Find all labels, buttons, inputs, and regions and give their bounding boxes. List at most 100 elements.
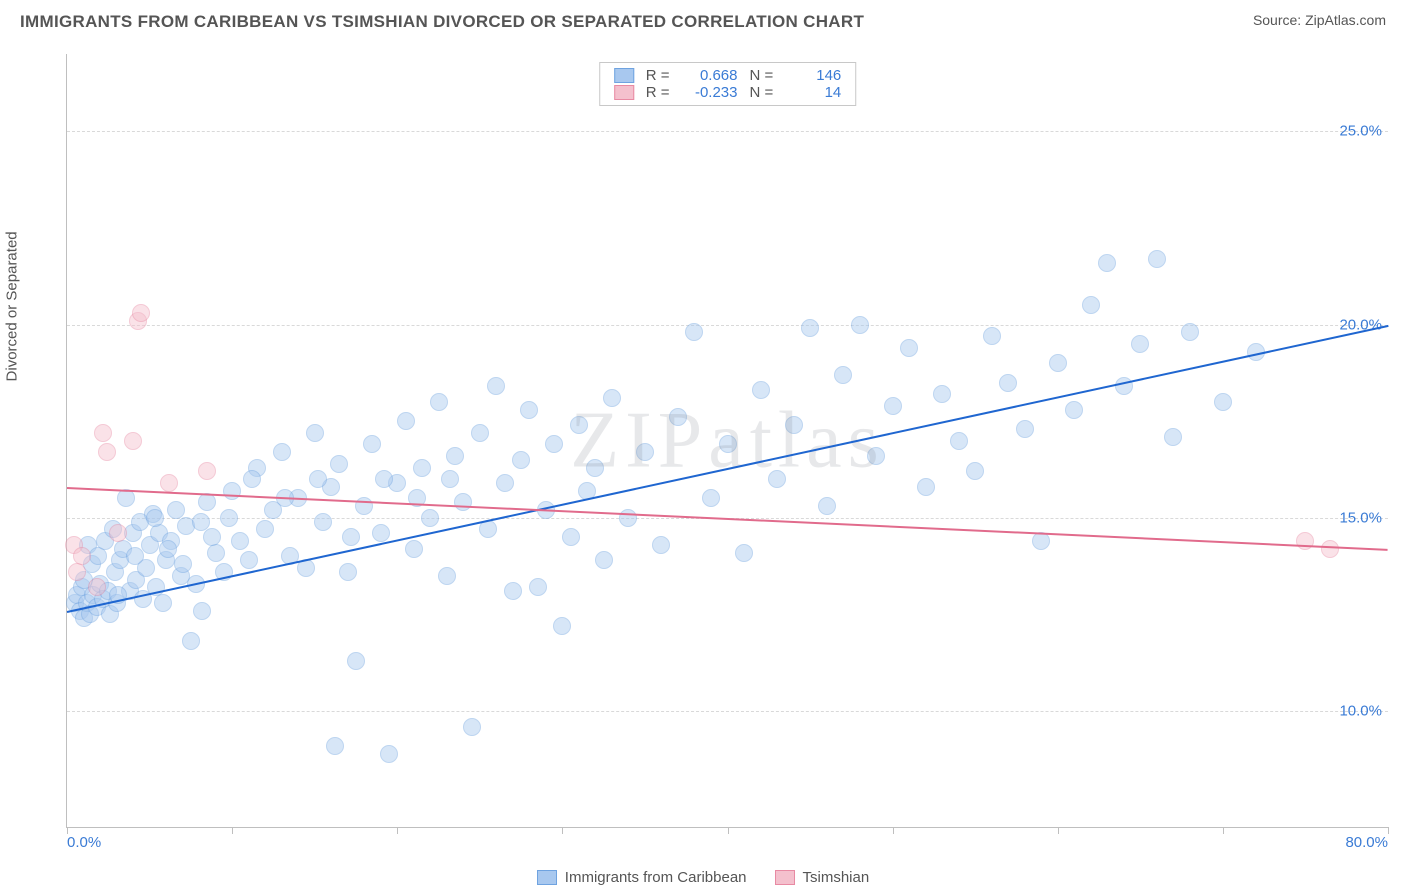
data-point [193,602,211,620]
x-tick-label: 0.0% [67,834,101,851]
data-point [752,381,770,399]
data-point [504,582,522,600]
x-tick [893,827,894,834]
data-point [198,493,216,511]
data-point [719,435,737,453]
data-point [619,509,637,527]
data-point [463,718,481,736]
x-tick [67,827,68,834]
data-point [496,474,514,492]
data-point [326,737,344,755]
data-point [1214,393,1232,411]
legend-r-label: R = [646,67,670,84]
data-point [441,470,459,488]
legend-swatch [614,68,634,83]
legend-label: Immigrants from Caribbean [565,869,747,886]
data-point [1065,401,1083,419]
legend-n-value: 14 [787,84,841,101]
data-point [430,393,448,411]
y-axis-label: Divorced or Separated [4,231,21,381]
data-point [570,416,588,434]
legend-row: R =0.668N =146 [614,67,842,84]
data-point [818,497,836,515]
x-tick [562,827,563,834]
x-tick [397,827,398,834]
data-point [342,528,360,546]
data-point [243,470,261,488]
data-point [88,578,106,596]
data-point [1098,254,1116,272]
data-point [273,443,291,461]
chart-source: Source: ZipAtlas.com [1253,12,1386,28]
data-point [471,424,489,442]
data-point [933,385,951,403]
x-tick [1058,827,1059,834]
data-point [405,540,423,558]
gridline-h [67,131,1388,132]
data-point [126,547,144,565]
legend-r-value: -0.233 [684,84,738,101]
data-point [174,555,192,573]
data-point [240,551,258,569]
legend-n-label: N = [750,67,774,84]
data-point [109,524,127,542]
legend-item: Tsimshian [775,869,870,886]
data-point [380,745,398,763]
data-point [851,316,869,334]
data-point [1016,420,1034,438]
data-point [652,536,670,554]
legend-swatch [537,870,557,885]
y-tick-label: 25.0% [1339,123,1382,140]
data-point [553,617,571,635]
data-point [256,520,274,538]
data-point [520,401,538,419]
data-point [785,416,803,434]
data-point [834,366,852,384]
x-tick [232,827,233,834]
legend-n-label: N = [750,84,774,101]
data-point [867,447,885,465]
series-legend: Immigrants from Caribbean Tsimshian [0,869,1406,886]
data-point [438,567,456,585]
data-point [454,493,472,511]
data-point [154,594,172,612]
y-tick-label: 10.0% [1339,703,1382,720]
data-point [309,470,327,488]
x-tick [728,827,729,834]
legend-item: Immigrants from Caribbean [537,869,747,886]
chart-header: IMMIGRANTS FROM CARIBBEAN VS TSIMSHIAN D… [0,0,1406,36]
data-point [983,327,1001,345]
data-point [1131,335,1149,353]
x-tick-label: 80.0% [1345,834,1388,851]
data-point [1164,428,1182,446]
data-point [182,632,200,650]
data-point [330,455,348,473]
data-point [685,323,703,341]
legend-n-value: 146 [787,67,841,84]
data-point [702,489,720,507]
data-point [375,470,393,488]
plot-region: ZIPatlas R =0.668N =146R =-0.233N =14 10… [66,54,1388,828]
data-point [192,513,210,531]
data-point [94,424,112,442]
data-point [397,412,415,430]
data-point [966,462,984,480]
data-point [198,462,216,480]
chart-title: IMMIGRANTS FROM CARIBBEAN VS TSIMSHIAN D… [20,12,864,32]
data-point [529,578,547,596]
data-point [347,652,365,670]
data-point [306,424,324,442]
data-point [421,509,439,527]
data-point [132,304,150,322]
chart-area: Divorced or Separated ZIPatlas R =0.668N… [18,44,1388,852]
data-point [231,532,249,550]
data-point [314,513,332,531]
data-point [446,447,464,465]
data-point [1181,323,1199,341]
data-point [900,339,918,357]
data-point [950,432,968,450]
gridline-h [67,711,1388,712]
legend-swatch [614,85,634,100]
y-tick-label: 15.0% [1339,509,1382,526]
data-point [545,435,563,453]
